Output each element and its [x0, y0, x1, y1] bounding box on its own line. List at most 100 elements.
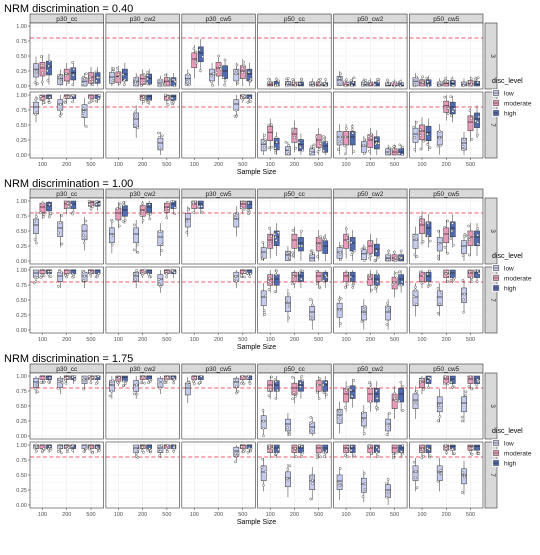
data-point	[319, 455, 322, 459]
data-point	[412, 460, 416, 464]
box-low	[461, 240, 467, 254]
data-point	[318, 285, 322, 289]
panel-border	[409, 372, 484, 440]
data-point	[267, 123, 271, 127]
data-point	[142, 95, 145, 99]
box-low	[309, 474, 316, 490]
data-point	[262, 484, 265, 487]
data-point	[59, 103, 62, 107]
data-point	[58, 221, 62, 225]
box-low	[436, 290, 443, 307]
data-point	[470, 280, 474, 284]
data-point	[421, 240, 425, 243]
data-point	[146, 101, 150, 104]
x-tick-label: 500	[162, 337, 171, 343]
data-point	[309, 415, 313, 419]
data-point	[223, 58, 227, 62]
data-point	[108, 394, 112, 398]
data-point	[367, 381, 371, 385]
data-point	[268, 242, 272, 245]
data-point	[301, 451, 305, 455]
data-point	[263, 134, 266, 137]
data-point	[428, 269, 432, 273]
data-point	[97, 93, 101, 97]
data-point	[185, 80, 189, 83]
x-tick-label: 200	[442, 162, 451, 168]
data-point	[288, 433, 291, 436]
data-point	[345, 283, 349, 287]
x-tick-label: 200	[214, 512, 223, 518]
data-point	[58, 269, 62, 273]
data-point	[311, 482, 315, 485]
facet-column-label: p50_cw2	[357, 366, 383, 373]
box-moderate	[343, 131, 349, 146]
box-moderate	[443, 227, 450, 244]
panel	[29, 266, 104, 334]
data-point	[400, 280, 404, 284]
data-point	[48, 215, 51, 219]
data-point	[287, 316, 291, 320]
data-point	[285, 299, 288, 303]
data-point	[134, 81, 138, 85]
data-point	[109, 382, 113, 385]
data-point	[317, 79, 320, 82]
data-point	[87, 375, 91, 378]
data-point	[48, 449, 52, 452]
panel	[181, 266, 256, 334]
data-point	[350, 125, 354, 128]
data-point	[261, 457, 264, 461]
data-point	[316, 383, 319, 387]
data-point	[476, 81, 480, 84]
panel	[409, 22, 484, 90]
box-moderate	[164, 77, 170, 87]
data-point	[185, 219, 189, 223]
y-tick-label: 0.25	[16, 313, 27, 319]
data-point	[263, 313, 266, 316]
data-point	[299, 385, 302, 388]
data-point	[165, 450, 169, 454]
data-point	[344, 152, 347, 156]
data-point	[322, 279, 325, 282]
data-point	[40, 274, 43, 278]
data-point	[450, 229, 454, 233]
data-point	[59, 108, 63, 112]
data-point	[262, 434, 265, 438]
data-point	[157, 278, 161, 281]
data-point	[246, 101, 250, 104]
data-point	[419, 450, 423, 453]
data-point	[221, 76, 225, 79]
x-tick-label: 200	[214, 337, 223, 343]
data-point	[428, 146, 432, 150]
data-point	[141, 445, 144, 449]
data-point	[132, 248, 136, 252]
data-point	[317, 244, 321, 247]
data-point	[346, 233, 350, 237]
data-point	[64, 101, 67, 105]
data-point	[135, 392, 139, 396]
data-point	[71, 73, 75, 77]
data-point	[35, 383, 39, 387]
data-point	[364, 81, 367, 85]
box-high	[146, 202, 153, 213]
data-point	[451, 222, 454, 225]
data-point	[446, 270, 450, 274]
data-point	[270, 447, 274, 451]
data-point	[235, 385, 238, 389]
data-point	[361, 84, 364, 87]
data-point	[286, 81, 289, 85]
data-point	[275, 77, 278, 81]
data-point	[87, 447, 91, 451]
data-point	[161, 83, 164, 87]
data-point	[285, 477, 289, 481]
box-low	[157, 137, 164, 151]
data-point	[422, 139, 426, 143]
data-point	[437, 257, 440, 261]
data-point	[375, 397, 379, 400]
box-moderate	[343, 271, 349, 282]
data-point	[173, 80, 177, 83]
box-low	[436, 237, 443, 252]
data-point	[293, 395, 297, 398]
data-point	[352, 379, 356, 382]
data-point	[64, 381, 68, 385]
